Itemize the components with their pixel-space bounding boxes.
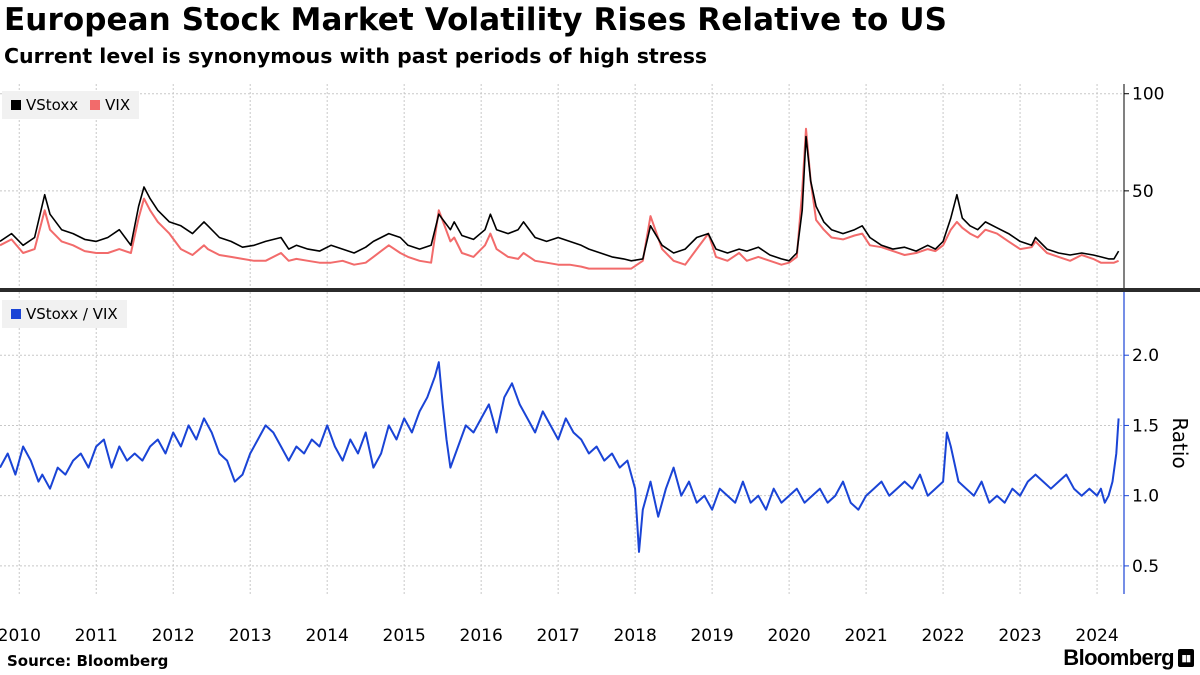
top-gridlines: [0, 84, 1124, 288]
source-note: Source: Bloomberg: [7, 652, 169, 670]
chart-title: European Stock Market Volatility Rises R…: [4, 2, 948, 38]
x-tick-label: 2017: [537, 626, 580, 646]
series-line-vix: [0, 127, 1119, 270]
x-tick-label: 2020: [767, 626, 810, 646]
bottom-series-lines: [0, 361, 1120, 553]
chart-subtitle: Current level is synonymous with past pe…: [4, 44, 708, 68]
x-tick-label: 2011: [75, 626, 118, 646]
legend-swatch-vix: [90, 100, 101, 110]
x-tick-label: 2018: [614, 626, 657, 646]
x-tick-label: 2015: [383, 626, 426, 646]
bottom-gridlines: [0, 292, 1124, 594]
bottom-y-tick-label: 1.0: [1132, 487, 1159, 507]
legend-item-ratio: VStoxx / VIX: [11, 305, 118, 323]
top-legend: VStoxx VIX: [2, 91, 140, 119]
bottom-legend: VStoxx / VIX: [2, 300, 127, 328]
top-y-tick-label: 50: [1132, 182, 1154, 202]
x-tick-label: 2012: [152, 626, 195, 646]
bottom-y-tick-label: 1.5: [1132, 416, 1159, 436]
bottom-y-axis-title: Ratio: [1168, 417, 1192, 468]
top-y-tick-label: 100: [1132, 85, 1164, 105]
brand-wordmark: Bloomberg: [1063, 645, 1174, 670]
x-tick-label: 2014: [306, 626, 349, 646]
legend-label-vix: VIX: [105, 96, 131, 114]
x-tick-label: 2016: [460, 626, 503, 646]
panel-divider: [0, 288, 1200, 292]
x-tick-label: 2022: [921, 626, 964, 646]
x-tick-label: 2019: [690, 626, 733, 646]
x-axis-tick-labels: 2010 2011 2012 2013 2014 2015 2016 2017 2018 2019…: [0, 626, 1119, 646]
legend-label-ratio: VStoxx / VIX: [26, 305, 118, 323]
legend-label-vstoxx: VStoxx: [26, 96, 79, 114]
top-series-lines: [0, 127, 1120, 270]
series-line-ratio: [0, 361, 1120, 553]
x-tick-label: 2023: [998, 626, 1041, 646]
series-line-vstoxx: [0, 135, 1120, 262]
x-tick-label: 2024: [1075, 626, 1118, 646]
x-tick-label: 2013: [229, 626, 272, 646]
legend-swatch-vstoxx: [11, 100, 21, 110]
x-tick-label: 2021: [844, 626, 887, 646]
terminal-icon: ▮▮: [1178, 649, 1194, 667]
axes: 50 100 0.5 1.0 1.5 2.0 Ratio: [0, 84, 1200, 594]
legend-item-vstoxx: VStoxx: [11, 96, 78, 114]
brand-logo: Bloomberg ▮▮: [1063, 645, 1194, 671]
x-tick-label: 2010: [0, 626, 41, 646]
bottom-y-tick-label: 0.5: [1132, 557, 1159, 577]
bottom-y-tick-label: 2.0: [1132, 346, 1159, 366]
legend-item-vix: VIX: [90, 96, 130, 114]
legend-swatch-ratio: [11, 309, 21, 319]
